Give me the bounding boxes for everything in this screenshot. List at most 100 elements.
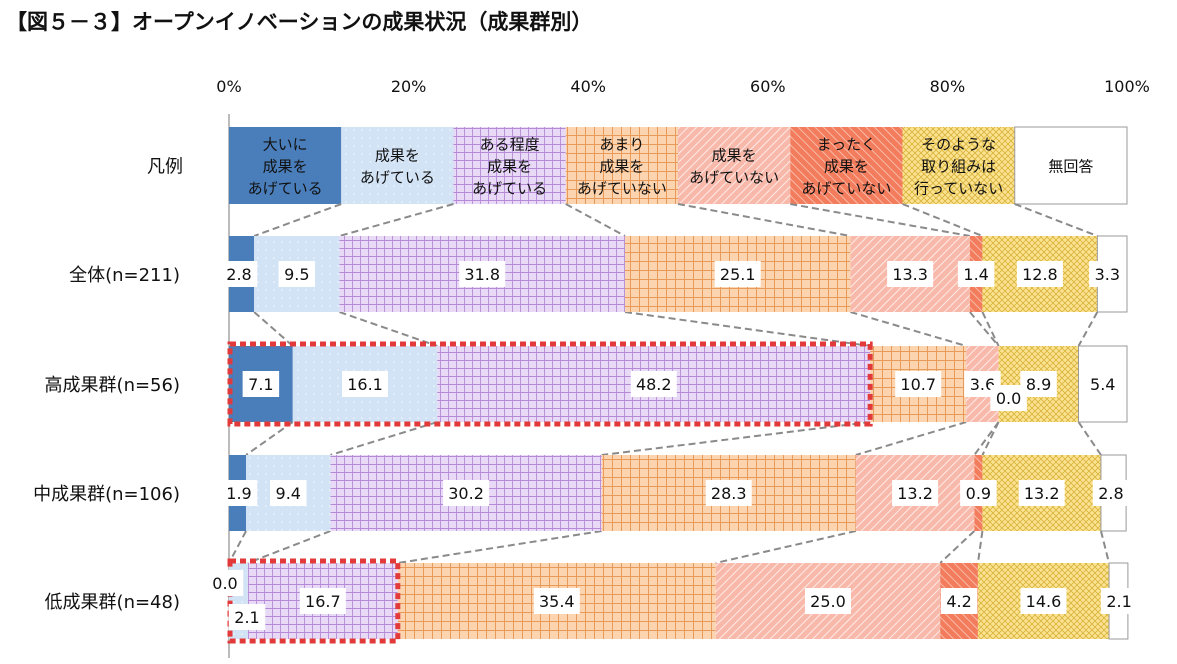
- data-label: 10.7: [895, 371, 942, 397]
- svg-text:13.2: 13.2: [1024, 484, 1060, 503]
- connector-line: [253, 311, 294, 347]
- svg-text:10.7: 10.7: [900, 375, 936, 394]
- data-label: 7.1: [242, 371, 280, 397]
- svg-text:3.3: 3.3: [1095, 265, 1120, 284]
- category-label: 高成果群(n=56): [45, 375, 180, 396]
- data-label: 12.8: [1016, 261, 1063, 287]
- svg-text:12.8: 12.8: [1022, 265, 1058, 284]
- legend-swatch: [678, 127, 791, 204]
- x-tick-label: 0%: [216, 77, 241, 96]
- data-label: 4.2: [940, 588, 978, 614]
- data-label: 30.2: [443, 480, 490, 506]
- legend-entry: ある程度成果をあげている: [472, 136, 547, 198]
- legend-entry: 大いに成果をあげている: [248, 136, 323, 198]
- svg-text:30.2: 30.2: [448, 484, 484, 503]
- connector-line: [981, 311, 1000, 347]
- legend-swatch: [341, 127, 454, 204]
- data-label: 35.4: [533, 588, 580, 614]
- legend-entry: まったく成果をあげていない: [801, 136, 891, 198]
- category-label: 全体(n=211): [69, 265, 180, 286]
- svg-text:48.2: 48.2: [636, 375, 672, 394]
- connector-line: [228, 530, 247, 564]
- data-label: 0.9: [960, 480, 997, 506]
- svg-text:2.8: 2.8: [1098, 484, 1123, 503]
- connector-line: [973, 421, 1000, 456]
- legend-swatch: [790, 127, 903, 204]
- data-label: 1.9: [220, 480, 258, 506]
- category-label: 中成果群(n=106): [33, 484, 180, 505]
- connector-line: [855, 421, 967, 456]
- highlight-box: [227, 558, 401, 644]
- data-label: 5.4: [1084, 371, 1122, 397]
- x-tick-label: 60%: [750, 77, 786, 96]
- data-label: 13.2: [892, 480, 939, 506]
- svg-text:14.6: 14.6: [1026, 592, 1062, 611]
- x-tick-label: 20%: [391, 77, 427, 96]
- connector-line: [253, 203, 342, 237]
- category-label: 低成果群(n=48): [45, 592, 180, 613]
- svg-text:2.1: 2.1: [234, 608, 259, 627]
- data-label: 13.3: [887, 261, 934, 287]
- legend-entry: そのような取り組みは行っていない: [914, 136, 1003, 198]
- data-label: 2.1: [228, 604, 266, 630]
- data-label: 16.7: [299, 588, 346, 614]
- connector-line: [715, 530, 857, 564]
- connector-line: [397, 530, 602, 564]
- svg-text:28.3: 28.3: [711, 484, 747, 503]
- connector-line: [247, 530, 331, 564]
- data-label: 8.9: [1020, 371, 1057, 397]
- legend-entry: 無回答: [1048, 158, 1093, 176]
- x-tick-label: 40%: [570, 77, 606, 96]
- legend-swatch: [565, 127, 678, 204]
- connector-line: [624, 311, 871, 347]
- svg-text:25.1: 25.1: [720, 265, 756, 284]
- value-labels: 全体(n=211) 高成果群(n=56) 中成果群(n=106) 低成果群(n=48)…: [33, 261, 1138, 630]
- svg-text:0.9: 0.9: [966, 484, 991, 503]
- chart-title: 【図５－３】オープンイノベーションの成果状況（成果群別）: [6, 10, 593, 34]
- svg-text:16.7: 16.7: [305, 592, 341, 611]
- legend-swatch: [1014, 126, 1128, 205]
- connector-line: [969, 311, 1000, 347]
- svg-text:9.5: 9.5: [284, 265, 309, 284]
- svg-text:7.1: 7.1: [248, 375, 273, 394]
- legend-swatch: [229, 127, 342, 204]
- connector-line: [565, 203, 626, 237]
- connector-line: [339, 311, 438, 347]
- connector-line: [1014, 203, 1098, 237]
- data-label: 2.1: [1100, 588, 1138, 614]
- svg-text:16.1: 16.1: [347, 375, 383, 394]
- data-label: 16.1: [342, 371, 389, 397]
- legend-swatch: [902, 127, 1015, 204]
- svg-text:9.4: 9.4: [276, 484, 301, 503]
- legend-entry: 成果をあげている: [360, 147, 435, 187]
- connector-line: [1077, 421, 1102, 456]
- svg-text:0.0: 0.0: [212, 574, 237, 593]
- data-label: 14.6: [1020, 588, 1067, 614]
- data-label: 48.2: [630, 371, 677, 397]
- data-label: 31.8: [459, 261, 506, 287]
- connector-line: [1077, 311, 1099, 347]
- legend-row-label: 凡例: [147, 157, 183, 178]
- svg-text:2.1: 2.1: [1106, 592, 1131, 611]
- svg-text:13.2: 13.2: [897, 484, 933, 503]
- svg-text:13.3: 13.3: [892, 265, 928, 284]
- connector-line: [330, 421, 438, 456]
- legend-entry: あまり成果をあげていない: [577, 136, 667, 198]
- connector-line: [850, 311, 967, 347]
- x-axis: 0% 20% 40% 60% 80% 100%: [216, 77, 1150, 658]
- data-label: 25.1: [714, 261, 761, 287]
- svg-text:1.4: 1.4: [963, 265, 988, 284]
- highlight-box: [227, 341, 873, 427]
- connector-line: [601, 421, 871, 456]
- svg-text:3.6: 3.6: [970, 375, 995, 394]
- svg-text:5.4: 5.4: [1090, 375, 1115, 394]
- data-label: 2.8: [1092, 480, 1130, 506]
- legend-swatch: [453, 127, 566, 204]
- bars: [229, 235, 1129, 640]
- svg-text:8.9: 8.9: [1026, 375, 1051, 394]
- connector-line: [245, 421, 294, 456]
- connector-line: [939, 530, 976, 564]
- data-label: 3.6: [964, 371, 1001, 397]
- data-label: 28.3: [705, 480, 752, 506]
